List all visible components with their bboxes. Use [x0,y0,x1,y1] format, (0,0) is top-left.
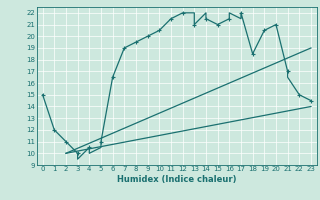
X-axis label: Humidex (Indice chaleur): Humidex (Indice chaleur) [117,175,236,184]
